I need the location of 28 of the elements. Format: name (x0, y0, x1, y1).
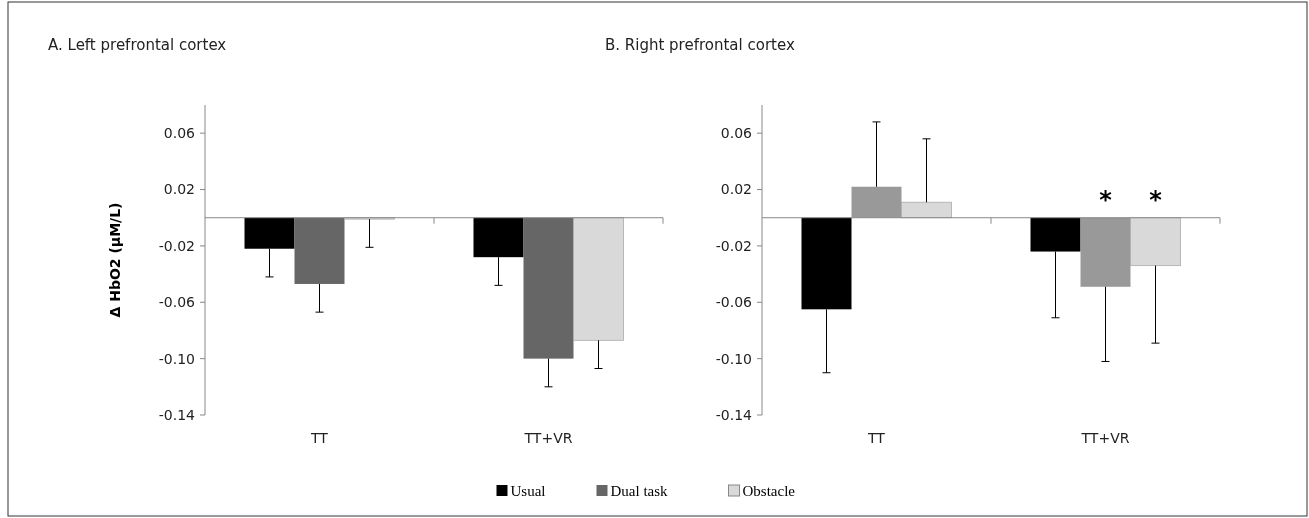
legend-label: Obstacle (742, 483, 796, 499)
bar (901, 201, 952, 219)
bar (1130, 217, 1181, 267)
y-tick-label: 0.06 (163, 125, 196, 142)
y-tick-label: -0.02 (715, 237, 752, 254)
bar (1080, 217, 1131, 287)
y-axis-title: Δ HbO2 (µM/L) (107, 202, 123, 318)
legend-label: Usual (510, 483, 546, 499)
bar (851, 186, 902, 218)
y-tick-label: -0.10 (715, 350, 752, 367)
y-tick-label: 0.02 (163, 181, 195, 198)
y-tick-label: 0.06 (720, 125, 753, 142)
y-tick-label: -0.14 (158, 406, 196, 423)
y-tick-label: 0.02 (720, 181, 752, 198)
y-tick-label: -0.14 (715, 406, 753, 423)
annotation: * (1149, 185, 1163, 214)
y-tick-label: -0.10 (158, 350, 195, 367)
chart-title: A. Left prefrontal cortex (48, 36, 227, 54)
x-tick-label: TT+VR (1080, 430, 1130, 446)
chart-title: B. Right prefrontal cortex (605, 36, 795, 54)
annotation: * (1099, 185, 1113, 214)
x-tick-label: TT+VR (523, 430, 573, 446)
y-tick-label: -0.06 (715, 294, 753, 311)
x-tick-label: TT (867, 430, 886, 446)
y-tick-label: -0.02 (158, 237, 195, 254)
y-tick-label: -0.06 (158, 294, 196, 311)
x-tick-label: TT (310, 430, 329, 446)
legend-label: Dual task (610, 483, 669, 499)
